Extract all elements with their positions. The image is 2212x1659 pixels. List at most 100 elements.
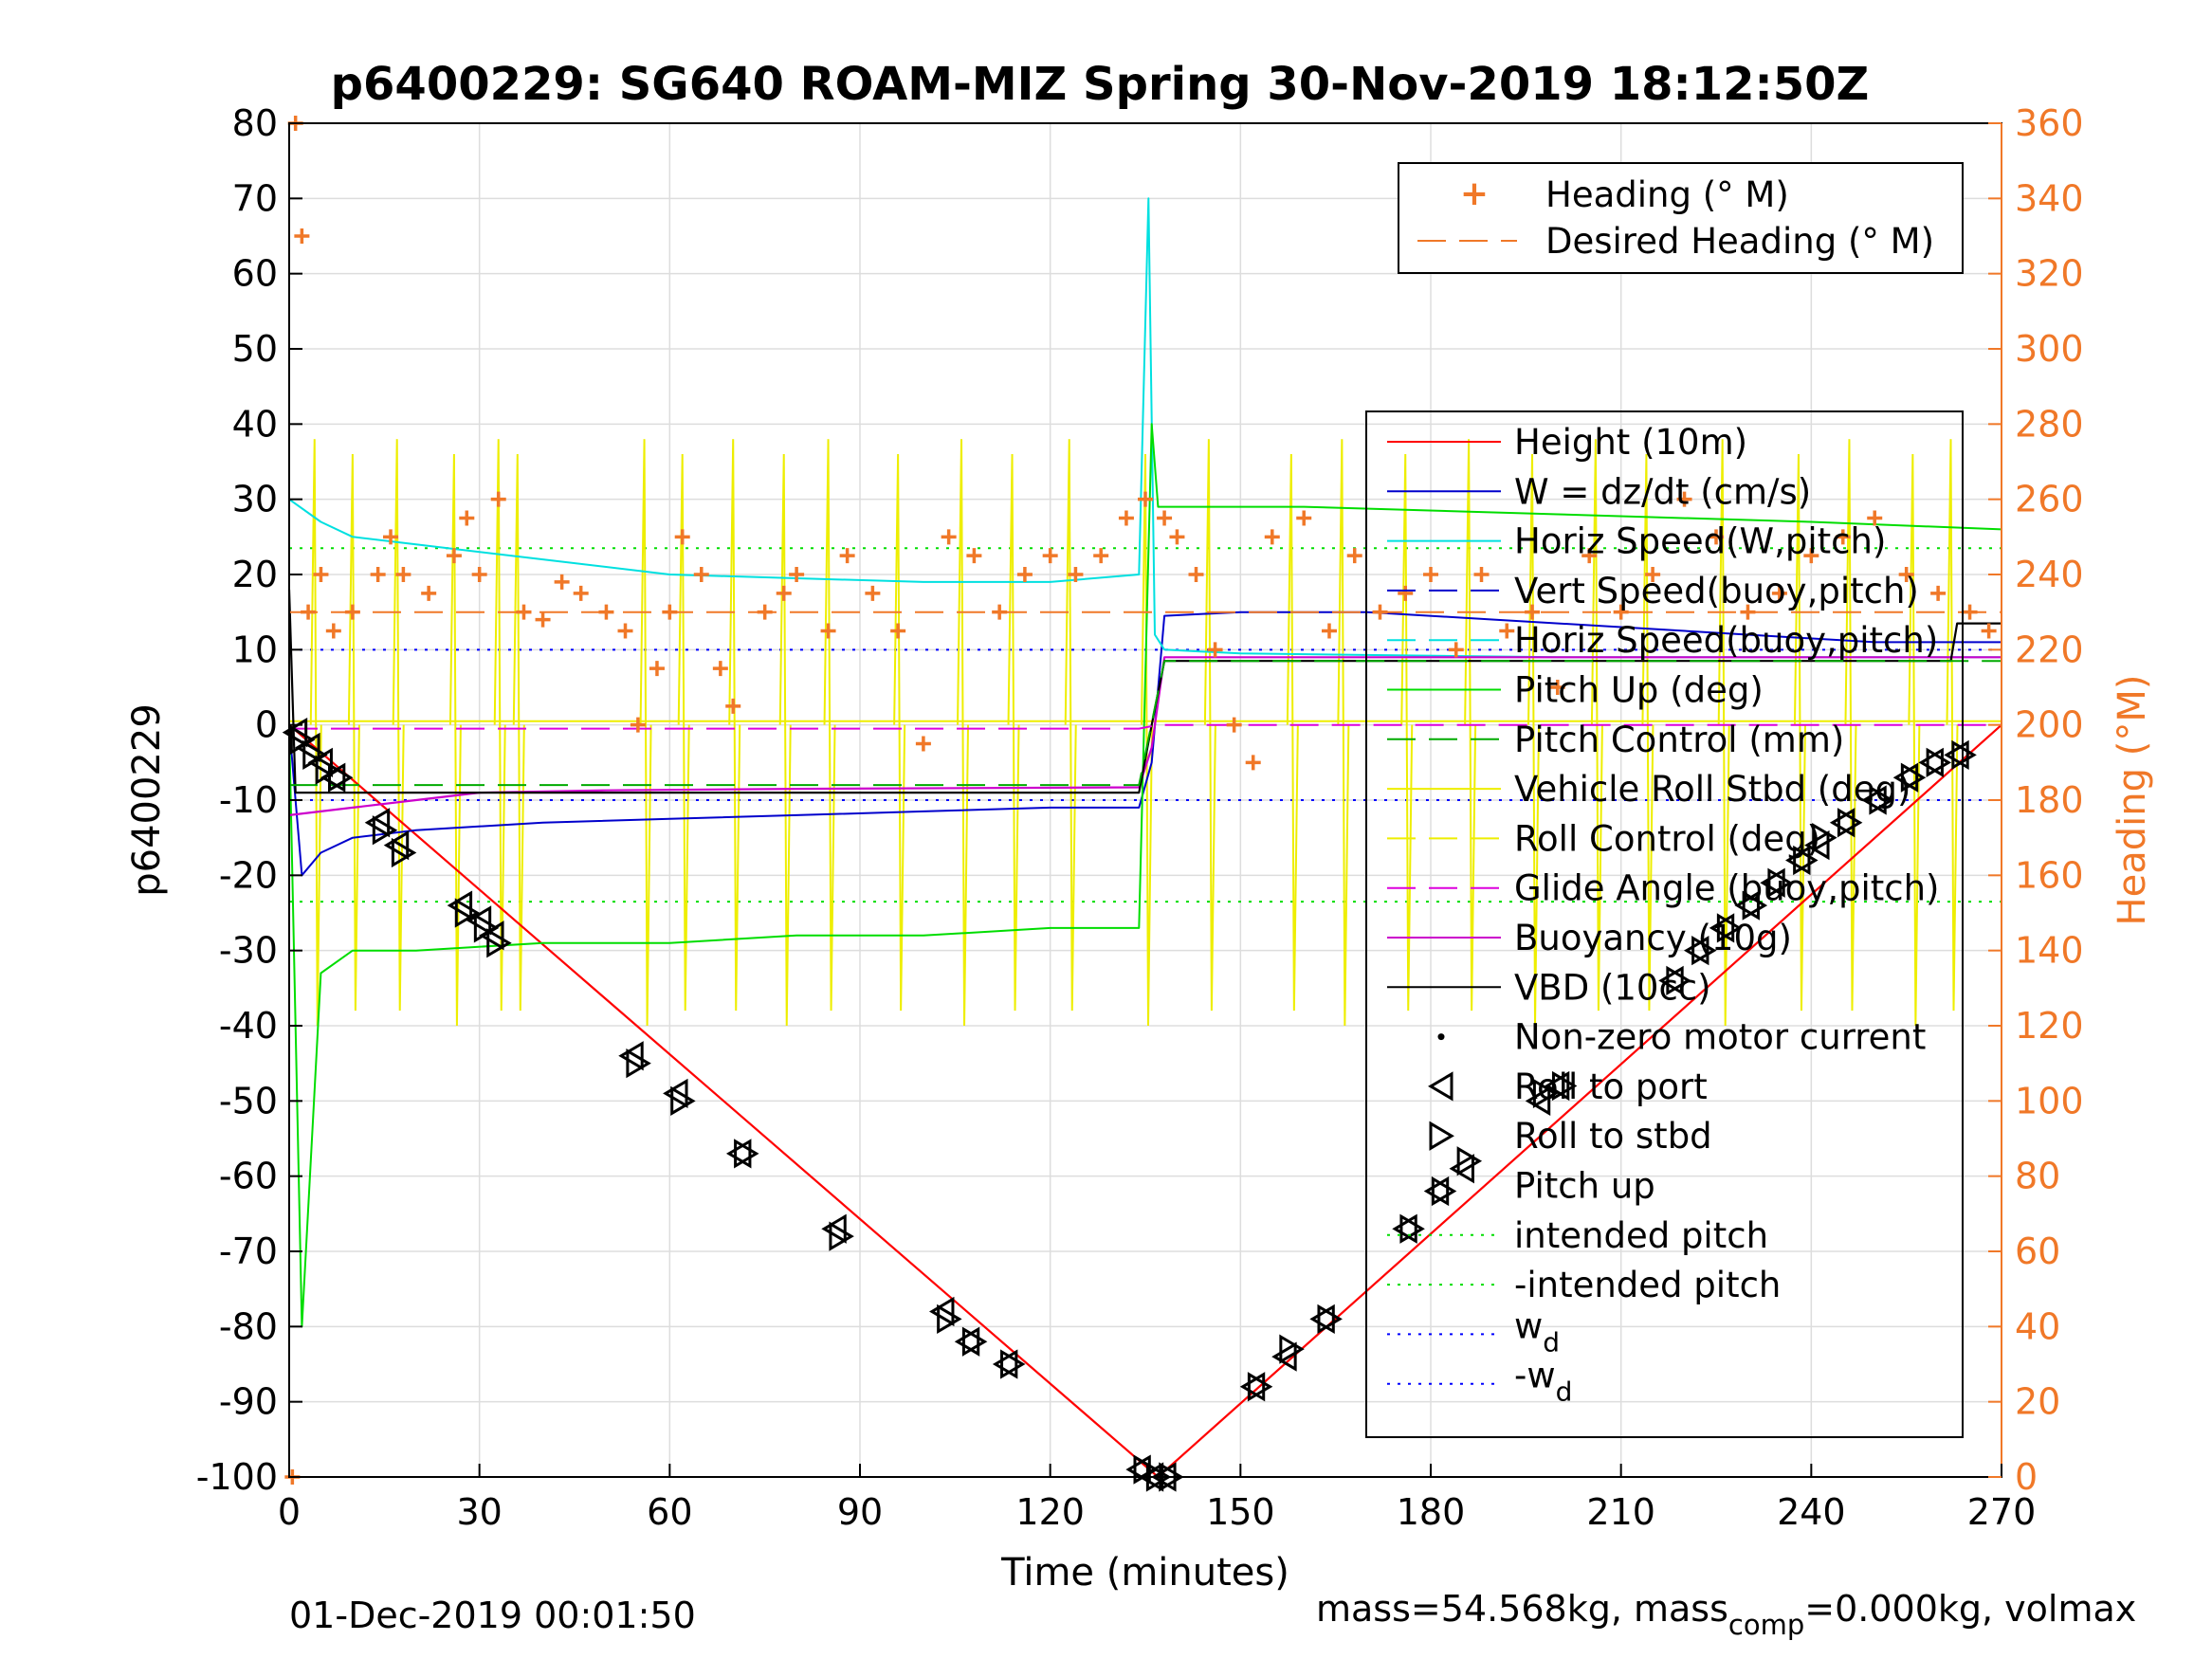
y-tick-label: -80: [219, 1305, 278, 1347]
roll-spike: [677, 454, 690, 1012]
right-tick-label: 0: [2015, 1456, 2038, 1498]
heading-point: [776, 585, 792, 601]
heading-point: [1296, 510, 1312, 526]
roll-to-stbd-marker: [1900, 762, 1927, 793]
heading-point: [915, 736, 931, 752]
legend-label: Roll to port: [1514, 1066, 1708, 1107]
roll-to-stbd-marker: [1691, 936, 1717, 966]
roll-to-port-marker: [1271, 1341, 1297, 1372]
heading-point: [1346, 548, 1362, 564]
legend-label: Horiz Speed(W,pitch): [1514, 521, 1886, 562]
roll-spike: [1946, 439, 1959, 1012]
roll-to-port-marker: [663, 1078, 688, 1109]
heading-point: [1372, 604, 1388, 620]
heading-point: [693, 567, 709, 582]
heading-point: [1473, 567, 1490, 582]
legend-label: wd: [1514, 1305, 1560, 1358]
legend-label: VBD (10cc): [1514, 967, 1711, 1008]
roll-to-port-marker: [1892, 762, 1919, 793]
right-tick-label: 180: [2015, 779, 2084, 821]
heading-point: [1981, 623, 1997, 639]
roll-to-stbd-marker: [1532, 1078, 1559, 1109]
roll-to-stbd-marker: [961, 1326, 988, 1357]
right-axis-label: Heading (°M): [2111, 675, 2154, 926]
right-tick-label: 360: [2015, 102, 2084, 144]
legend-label: Pitch Up (deg): [1514, 670, 1764, 711]
x-tick-label: 150: [1206, 1491, 1275, 1533]
roll-spike: [512, 454, 525, 1012]
roll-to-port-marker: [1709, 913, 1735, 943]
roll-to-stbd-marker: [454, 898, 481, 928]
x-tick-label: 90: [837, 1491, 883, 1533]
roll-to-stbd-marker: [1279, 1334, 1305, 1364]
legend-label: -intended pitch: [1514, 1265, 1781, 1305]
heading-point: [1321, 623, 1337, 639]
roll-to-stbd-marker: [1812, 823, 1837, 853]
legend-wd-base: w: [1514, 1305, 1543, 1346]
legend-label: intended pitch: [1514, 1215, 1768, 1256]
heading-point: [294, 228, 310, 244]
heading-point: [490, 491, 506, 507]
roll-spike: [1064, 439, 1077, 1012]
heading-point: [1169, 529, 1185, 545]
y-tick-label: 20: [232, 554, 278, 595]
x-axis-label: Time (minutes): [1000, 1551, 1289, 1595]
heading-point: [789, 567, 805, 582]
legend-wd-sub: d: [1543, 1326, 1560, 1358]
x-tick-label: 270: [1967, 1491, 2037, 1533]
roll-spike: [728, 439, 741, 1012]
y-tick-label: -40: [219, 1005, 278, 1047]
roll-to-port-marker: [618, 1041, 644, 1071]
heading-point: [344, 604, 360, 620]
y-tick-label: -20: [219, 854, 278, 896]
roll-to-stbd-marker: [1837, 808, 1863, 838]
legend-wd-sub: d: [1556, 1376, 1573, 1408]
heading-point: [1499, 623, 1515, 639]
y-tick-label: -60: [219, 1156, 278, 1197]
roll-to-stbd-marker: [1456, 1146, 1483, 1176]
roll-to-port-marker: [954, 1326, 980, 1357]
roll-to-stbd-marker: [1742, 890, 1768, 921]
right-tick-label: 340: [2015, 177, 2084, 219]
heading-point: [1613, 604, 1629, 620]
legend-dot-marker: [1437, 1033, 1445, 1041]
heading-point: [1581, 548, 1598, 564]
x-tick-label: 210: [1586, 1491, 1655, 1533]
legend-label: Height (10m): [1514, 422, 1747, 463]
footer-mass-sub: comp: [1728, 1609, 1804, 1641]
roll-spike: [1286, 454, 1299, 1012]
roll-to-stbd-marker: [328, 762, 354, 793]
roll-spike: [957, 439, 970, 1027]
roll-spike: [639, 439, 652, 1027]
heading-point: [1188, 567, 1204, 582]
roll-to-stbd-marker: [1247, 1372, 1273, 1402]
roll-to-port-marker: [1423, 1176, 1450, 1207]
series-pitch-up-deg: [288, 423, 2002, 1328]
roll-spike: [392, 439, 405, 1012]
y-tick-label: 30: [232, 479, 278, 520]
roll-to-stbd-marker: [1431, 1176, 1457, 1207]
roll-spike: [1337, 439, 1350, 1027]
heading-point: [865, 585, 881, 601]
heading-point: [1157, 510, 1173, 526]
heading-point: [1549, 680, 1565, 695]
roll-to-stbd-marker: [1000, 1349, 1026, 1379]
legend-label: Roll to stbd: [1514, 1116, 1712, 1157]
y-tick-label: -10: [219, 779, 278, 821]
roll-to-port-marker: [1918, 747, 1944, 777]
roll-to-port-marker: [992, 1349, 1018, 1379]
roll-to-port-marker: [364, 808, 391, 838]
legend-main: Height (10m) W = dz/dt (cm/s) Horiz Speed(…: [1365, 410, 1964, 1438]
heading-point: [554, 574, 570, 590]
roll-to-port-marker: [1125, 1454, 1151, 1485]
series-buoyancy-10g: [288, 656, 2002, 816]
roll-to-stbd-marker: [315, 755, 341, 785]
heading-point: [941, 529, 957, 545]
heading-point: [1930, 585, 1947, 601]
y-tick-label: 80: [232, 102, 278, 144]
footer-mass-text: mass=54.568kg, mass: [1316, 1588, 1728, 1630]
y-tick-label: -90: [219, 1381, 278, 1423]
heading-point: [1423, 567, 1438, 582]
roll-to-stbd-marker: [1133, 1454, 1159, 1485]
roll-spike: [823, 439, 836, 1012]
